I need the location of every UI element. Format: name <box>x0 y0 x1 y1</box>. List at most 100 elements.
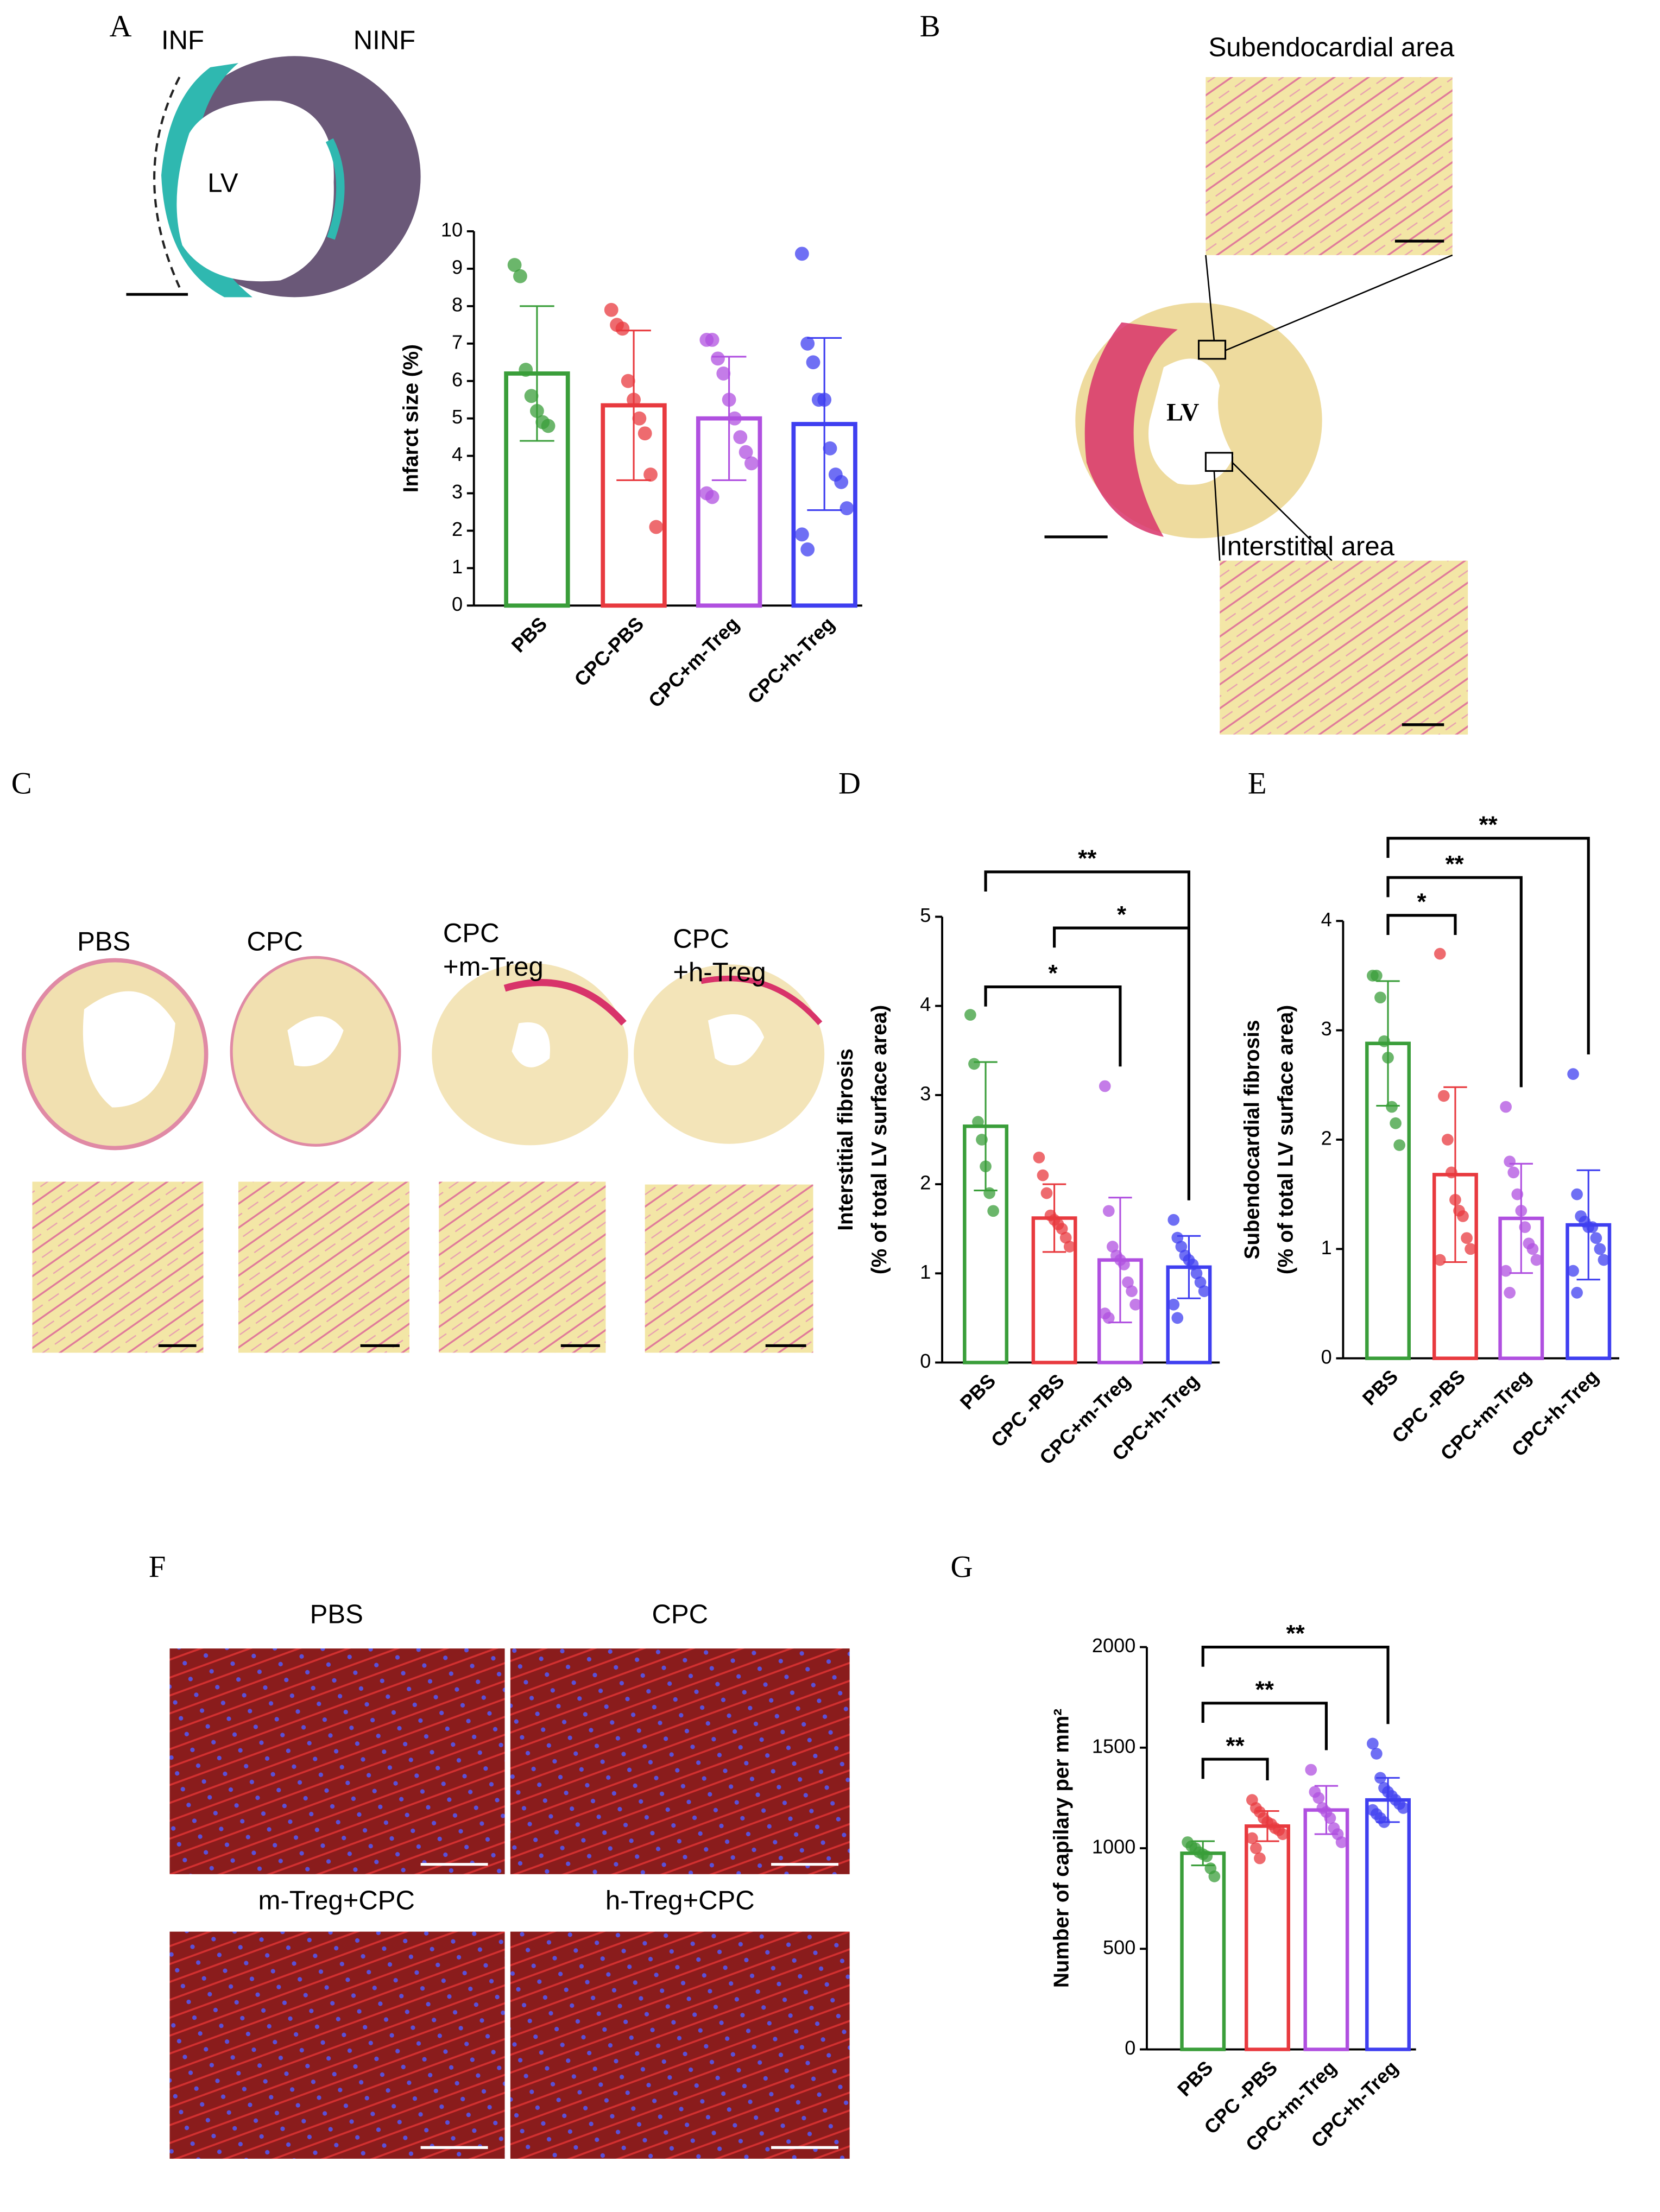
x-tick-label: PBS <box>1358 1366 1403 1410</box>
data-point <box>643 467 658 482</box>
data-point <box>1511 1188 1524 1200</box>
data-point <box>1033 1151 1045 1164</box>
data-point <box>705 490 719 504</box>
data-point <box>524 389 539 403</box>
y-tick-label: 4 <box>452 443 463 465</box>
image-label: Interstitial area <box>1220 532 1394 561</box>
x-tick-label: CPC+h-Treg <box>743 612 839 708</box>
image-label: CPC <box>673 924 729 953</box>
data-point <box>615 321 630 336</box>
data-point <box>972 1116 984 1128</box>
data-point <box>1457 1210 1469 1222</box>
data-point <box>1126 1285 1138 1297</box>
data-point <box>980 1160 992 1173</box>
data-point <box>1586 1221 1599 1233</box>
data-point <box>1598 1254 1610 1266</box>
data-point <box>1122 1276 1134 1288</box>
data-point <box>1461 1232 1473 1244</box>
significance-bracket <box>1201 1758 1269 1780</box>
panel-letter: E <box>1248 766 1267 800</box>
significance-label: ** <box>1286 1620 1305 1647</box>
image-label: CPC <box>652 1600 708 1629</box>
y-tick-label: 0 <box>452 593 463 615</box>
bar <box>1180 1851 1226 2051</box>
data-point <box>823 441 837 456</box>
x-tick-label: PBS <box>507 612 552 657</box>
data-point <box>1198 1285 1210 1297</box>
data-point <box>1208 1870 1221 1882</box>
data-point <box>1397 1802 1410 1814</box>
y-tick-label: 0 <box>1125 2037 1135 2059</box>
y-tick-label: 3 <box>452 481 463 503</box>
data-point <box>1590 1232 1602 1244</box>
y-axis-label: Number of capilary per mm² <box>1050 1709 1073 1988</box>
data-point <box>1507 1166 1520 1179</box>
data-point <box>1437 1090 1450 1102</box>
significance-bracket <box>1386 837 1590 1054</box>
image-label: LV <box>1166 399 1200 427</box>
image-label: Subendocardial area <box>1209 33 1455 62</box>
y-axis-label: Subendocardial fibrosis <box>1241 1020 1264 1259</box>
data-point <box>834 475 849 489</box>
image-label: INF <box>161 26 204 55</box>
heart-images-c <box>22 956 825 1353</box>
data-point <box>1335 1836 1348 1848</box>
significance-bracket <box>1201 1702 1328 1750</box>
data-point <box>800 336 815 351</box>
data-point <box>987 1205 999 1217</box>
y-tick-label: 5 <box>920 904 931 926</box>
x-tick-label: PBS <box>1173 2056 1217 2101</box>
data-point <box>1434 1254 1446 1266</box>
data-point <box>1037 1169 1049 1181</box>
heart-image-a <box>126 56 421 298</box>
data-point <box>1167 1298 1180 1311</box>
data-point <box>1386 1101 1398 1113</box>
y-axis-label: (% of total LV surface area) <box>1274 1005 1297 1274</box>
panel-letter: A <box>109 9 131 43</box>
data-point <box>1567 1265 1579 1277</box>
data-point <box>1442 1134 1454 1146</box>
significance-label: * <box>1417 889 1427 915</box>
data-point <box>722 393 736 407</box>
y-tick-label: 3 <box>920 1082 931 1104</box>
data-point <box>739 445 753 459</box>
data-point <box>1374 991 1386 1004</box>
data-point <box>716 366 731 381</box>
image-label: PBS <box>310 1600 363 1629</box>
x-tick-label: CPC+m-Treg <box>644 612 743 712</box>
data-point <box>705 332 719 347</box>
data-point <box>1504 1287 1516 1299</box>
data-point <box>1312 1792 1325 1804</box>
y-tick-label: 5 <box>452 406 463 428</box>
data-point <box>1393 1139 1406 1151</box>
data-point <box>621 374 635 388</box>
data-point <box>1594 1243 1606 1255</box>
y-tick-label: 1000 <box>1092 1836 1135 1858</box>
data-point <box>1390 1117 1402 1129</box>
image-label: +h-Treg <box>673 958 766 987</box>
data-point <box>513 269 527 283</box>
data-point <box>1371 970 1383 982</box>
data-point <box>1106 1241 1119 1253</box>
data-point <box>1500 1101 1512 1113</box>
significance-bracket <box>1386 876 1523 1088</box>
y-tick-label: 7 <box>452 331 463 353</box>
image-label: h-Treg+CPC <box>605 1886 755 1915</box>
y-tick-label: 2 <box>1321 1127 1332 1149</box>
data-point <box>1201 1850 1213 1862</box>
significance-label: * <box>1048 960 1058 987</box>
data-point <box>1367 1737 1379 1750</box>
significance-label: ** <box>1479 812 1498 838</box>
significance-label: * <box>1117 901 1127 928</box>
data-point <box>744 456 759 471</box>
data-point <box>1378 1035 1390 1047</box>
significance-label: ** <box>1255 1676 1274 1703</box>
y-tick-label: 4 <box>1321 908 1332 931</box>
data-point <box>507 258 522 272</box>
data-point <box>1465 1243 1476 1255</box>
data-point <box>1099 1080 1111 1092</box>
data-point <box>638 426 652 441</box>
data-point <box>604 302 618 317</box>
panel-letter: D <box>838 766 861 800</box>
